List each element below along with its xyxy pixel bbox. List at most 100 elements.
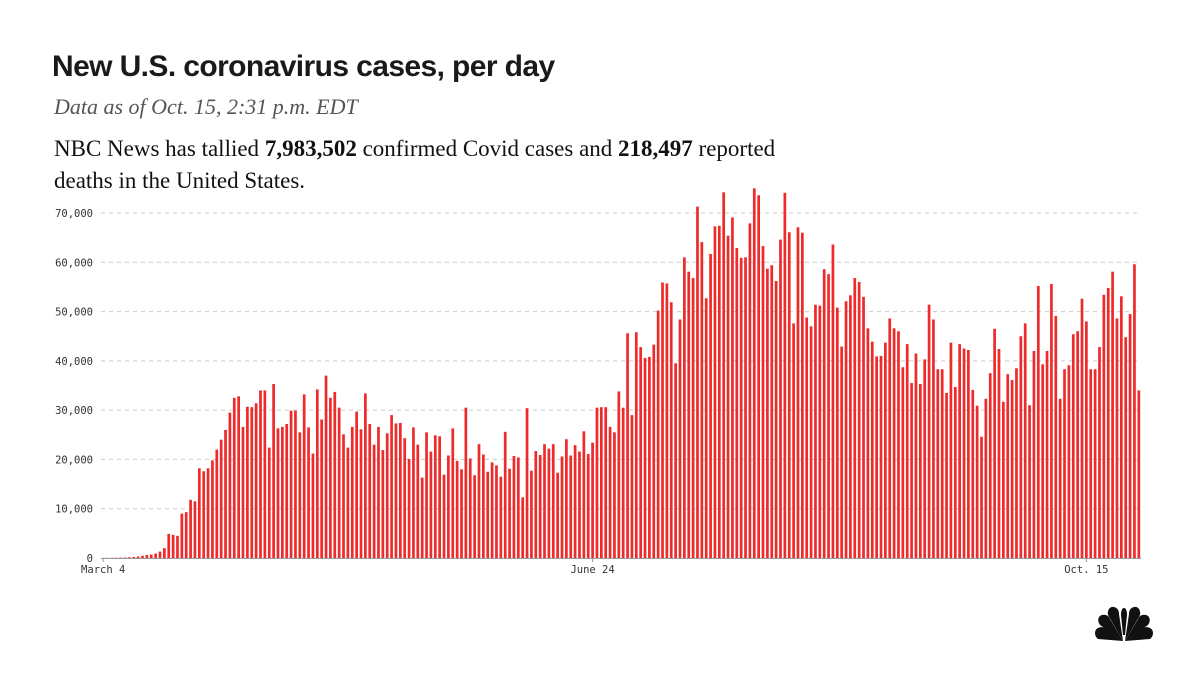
daily-cases-bar [630, 415, 634, 558]
daily-cases-bar [289, 410, 293, 558]
daily-cases-bar [827, 274, 830, 558]
daily-cases-bar [438, 436, 442, 558]
daily-cases-bar [875, 356, 878, 558]
daily-cases-bar [691, 278, 695, 558]
daily-cases-bar [407, 458, 411, 558]
y-tick-label: 10,000 [55, 504, 93, 516]
daily-cases-bar [940, 369, 944, 558]
daily-cases-bar [669, 302, 673, 558]
daily-cases-bar [770, 265, 774, 558]
daily-cases-bar [897, 331, 900, 558]
x-tick-label: March 4 [81, 564, 125, 576]
daily-cases-bar [792, 323, 795, 558]
daily-cases-bar [447, 455, 450, 558]
daily-cases-bar [551, 444, 555, 558]
daily-cases-bar [1089, 369, 1093, 558]
daily-cases-bar [1041, 364, 1045, 558]
daily-cases-bar [757, 195, 760, 558]
daily-cases-bar [648, 356, 651, 558]
daily-cases-bar [263, 390, 267, 558]
daily-cases-bar [569, 455, 573, 558]
daily-cases-bar [840, 346, 844, 558]
daily-cases-bar [1067, 365, 1071, 558]
daily-cases-bar [451, 428, 455, 558]
daily-cases-bar [656, 310, 660, 558]
daily-cases-bar [224, 429, 227, 558]
daily-cases-bar [206, 468, 210, 558]
daily-cases-bar [735, 247, 739, 559]
daily-cases-bar [241, 426, 245, 558]
daily-cases-bar [962, 348, 966, 558]
daily-cases-bar [158, 551, 162, 558]
daily-cases-bar [683, 257, 686, 558]
daily-cases-bar [936, 369, 940, 558]
daily-cases-bar [503, 431, 507, 558]
daily-cases-bar [1080, 298, 1084, 558]
daily-cases-bar [149, 554, 153, 558]
daily-cases-bar [884, 342, 887, 558]
summary-text: NBC News has tallied 7,983,502 confirmed… [54, 133, 814, 197]
daily-cases-bar [932, 319, 935, 558]
daily-cases-bar [722, 192, 726, 559]
daily-cases-bar [809, 326, 813, 558]
daily-cases-bar [412, 427, 415, 558]
daily-cases-bar [980, 436, 983, 558]
daily-cases-bar [460, 469, 463, 558]
daily-cases-bar [516, 457, 520, 558]
daily-cases-bar [372, 444, 376, 558]
chart-title: New U.S. coronavirus cases, per day [52, 50, 555, 83]
daily-cases-bar [1115, 318, 1119, 558]
y-tick-label: 60,000 [55, 257, 93, 269]
daily-cases-bar [228, 412, 232, 558]
daily-cases-bar [1019, 336, 1023, 558]
daily-cases-bar [455, 460, 459, 558]
daily-cases-bar [604, 407, 608, 558]
daily-cases-bar [482, 454, 485, 558]
daily-cases-bar [359, 429, 363, 558]
daily-cases-bar [128, 557, 131, 558]
daily-cases-bar [324, 375, 328, 558]
daily-cases-bar [530, 470, 533, 558]
y-tick-label: 30,000 [55, 405, 93, 417]
daily-cases-bar [495, 465, 498, 558]
daily-cases-bar [355, 411, 358, 558]
daily-cases-bar [918, 384, 922, 558]
daily-cases-bar [1015, 368, 1018, 558]
daily-cases-bar [525, 408, 529, 558]
daily-cases-bar [599, 407, 603, 558]
daily-cases-bar [927, 304, 931, 558]
daily-cases-bar [1006, 374, 1010, 558]
daily-cases-bar [232, 397, 236, 558]
daily-cases-bar [499, 476, 503, 558]
daily-cases-bar [835, 307, 839, 558]
daily-cases-bar [591, 442, 594, 558]
daily-cases-bar [307, 427, 310, 558]
daily-cases-bar [272, 384, 275, 558]
bars-layer [101, 188, 1141, 559]
daily-cases-bar [114, 557, 118, 559]
daily-cases-bar [543, 444, 546, 558]
daily-cases-bar [189, 499, 192, 558]
daily-cases-bar [433, 435, 437, 558]
daily-cases-bar [1119, 296, 1123, 558]
daily-cases-bar [477, 444, 481, 558]
daily-cases-bar [888, 318, 892, 558]
daily-cases-bar [145, 555, 149, 558]
daily-cases-bar [958, 344, 962, 558]
daily-cases-bar [490, 462, 494, 558]
daily-cases-bar [342, 434, 345, 558]
daily-cases-bar [687, 271, 691, 558]
daily-cases-bar [429, 451, 433, 558]
daily-cases-bar [176, 535, 179, 558]
daily-cases-bar [844, 301, 848, 558]
daily-cases-bar [394, 423, 398, 558]
daily-cases-bar [464, 407, 468, 558]
daily-cases-bar [739, 257, 743, 558]
daily-cases-bar [364, 393, 367, 558]
daily-cases-bar [368, 423, 372, 558]
daily-cases-bar [1128, 314, 1132, 558]
daily-cases-bar [1071, 334, 1075, 558]
daily-cases-bar [311, 453, 315, 558]
daily-cases-bar [905, 344, 909, 558]
daily-cases-bar [626, 333, 629, 558]
